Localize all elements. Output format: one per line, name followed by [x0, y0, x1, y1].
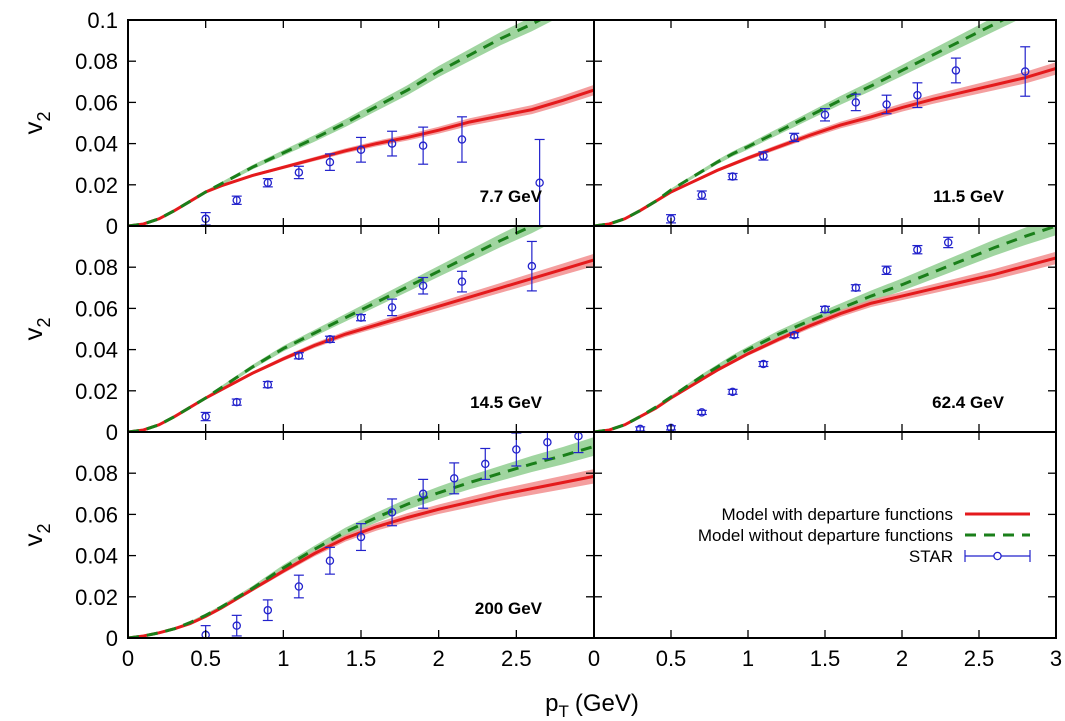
- star-point: [387, 299, 397, 315]
- y-tick-label: 0.08: [75, 255, 118, 280]
- y-tick-label: 0.04: [75, 132, 118, 157]
- star-point: [356, 137, 366, 162]
- x-tick-label: 0.5: [190, 646, 221, 671]
- y-tick-label: 0.02: [75, 585, 118, 610]
- x-tick-label: 1: [742, 646, 754, 671]
- star-point: [232, 399, 242, 406]
- x-tick-label: 1: [277, 646, 289, 671]
- star-point: [697, 409, 707, 416]
- star-point: [851, 284, 861, 291]
- legend-entry: Model without departure functions: [698, 526, 1030, 545]
- y-tick-label: 0: [106, 626, 118, 651]
- y-tick-label: 0.08: [75, 49, 118, 74]
- x-tick-label: 0: [588, 646, 600, 671]
- star-point: [263, 381, 273, 388]
- legend-label: Model with departure functions: [721, 505, 953, 524]
- star-point: [789, 332, 799, 339]
- x-tick-label: 2.5: [964, 646, 995, 671]
- star-point: [728, 388, 738, 395]
- y-tick-label: 0.06: [75, 90, 118, 115]
- y-axis-label: v2: [18, 317, 54, 340]
- y-axis-label: v2: [18, 111, 54, 134]
- y-tick-label: 0.02: [75, 173, 118, 198]
- star-point: [294, 575, 304, 598]
- star-point: [820, 306, 830, 313]
- star-point: [325, 336, 335, 343]
- y-axis-label-main: v: [18, 122, 48, 135]
- x-tick-label: 2.5: [501, 646, 532, 671]
- star-point: [232, 615, 242, 636]
- x-axis-label-main: p: [545, 690, 558, 717]
- legend-entry: Model with departure functions: [721, 505, 1030, 524]
- star-point: [758, 360, 768, 367]
- star-point: [325, 547, 335, 574]
- star-point: [294, 166, 304, 178]
- legend: Model with departure functions Model with…: [698, 505, 1030, 566]
- y-tick-label: 0.08: [75, 461, 118, 486]
- star-point: [457, 271, 467, 292]
- y-tick-label: 0: [106, 420, 118, 445]
- star-point: [882, 266, 892, 274]
- energy-label: 14.5 GeV: [470, 393, 542, 412]
- y-tick-label: 0.04: [75, 338, 118, 363]
- legend-star-marker: [994, 552, 1001, 559]
- y-axis-label-sub: 2: [34, 523, 54, 533]
- y-tick-label: 0.1: [87, 8, 118, 33]
- star-point: [356, 314, 366, 321]
- x-axis-label-unit: (GeV): [575, 690, 639, 717]
- star-point: [912, 246, 922, 254]
- x-tick-label: 0: [122, 646, 134, 671]
- axis-labels: pT (GeV) 7.7 GeV 11.5 GeV 14.5 GeV 62.4 GeV 2…: [18, 8, 1062, 721]
- x-tick-label: 2: [896, 646, 908, 671]
- y-axis-label: v2: [18, 523, 54, 546]
- x-tick-label: 3: [1050, 646, 1062, 671]
- y-tick-label: 0.06: [75, 502, 118, 527]
- panel-frames: [128, 20, 1056, 638]
- star-point: [1020, 47, 1030, 96]
- y-tick-label: 0.04: [75, 544, 118, 569]
- star-point: [263, 600, 273, 621]
- star-point: [943, 237, 953, 247]
- x-tick-label: 1.5: [810, 646, 841, 671]
- y-axis-label-main: v: [18, 328, 48, 341]
- energy-label: 200 GeV: [475, 599, 543, 618]
- star-point: [201, 412, 211, 420]
- star-point: [232, 196, 242, 204]
- star-point: [263, 179, 273, 187]
- x-tick-label: 2: [433, 646, 445, 671]
- star-point: [535, 139, 545, 226]
- legend-entry: STAR: [909, 547, 1030, 566]
- star-point: [697, 191, 707, 199]
- star-point: [294, 352, 304, 359]
- y-tick-label: 0: [106, 214, 118, 239]
- x-axis-label: pT (GeV): [545, 690, 639, 721]
- y-tick-label: 0.06: [75, 296, 118, 321]
- x-axis-label-sub: T: [558, 702, 568, 721]
- energy-label: 7.7 GeV: [480, 187, 543, 206]
- y-axis-label-main: v: [18, 534, 48, 547]
- x-tick-label: 0.5: [656, 646, 687, 671]
- y-tick-label: 0.02: [75, 379, 118, 404]
- star-point: [387, 131, 397, 156]
- y-axis-label-sub: 2: [34, 111, 54, 121]
- energy-label: 62.4 GeV: [932, 393, 1004, 412]
- star-point: [951, 58, 961, 83]
- legend-label: STAR: [909, 547, 953, 566]
- legend-label: Model without departure functions: [698, 526, 953, 545]
- axis-ticks: [128, 20, 1056, 638]
- star-point: [728, 173, 738, 180]
- y-axis-label-sub: 2: [34, 317, 54, 327]
- energy-label: 11.5 GeV: [933, 187, 1005, 206]
- x-tick-label: 1.5: [346, 646, 377, 671]
